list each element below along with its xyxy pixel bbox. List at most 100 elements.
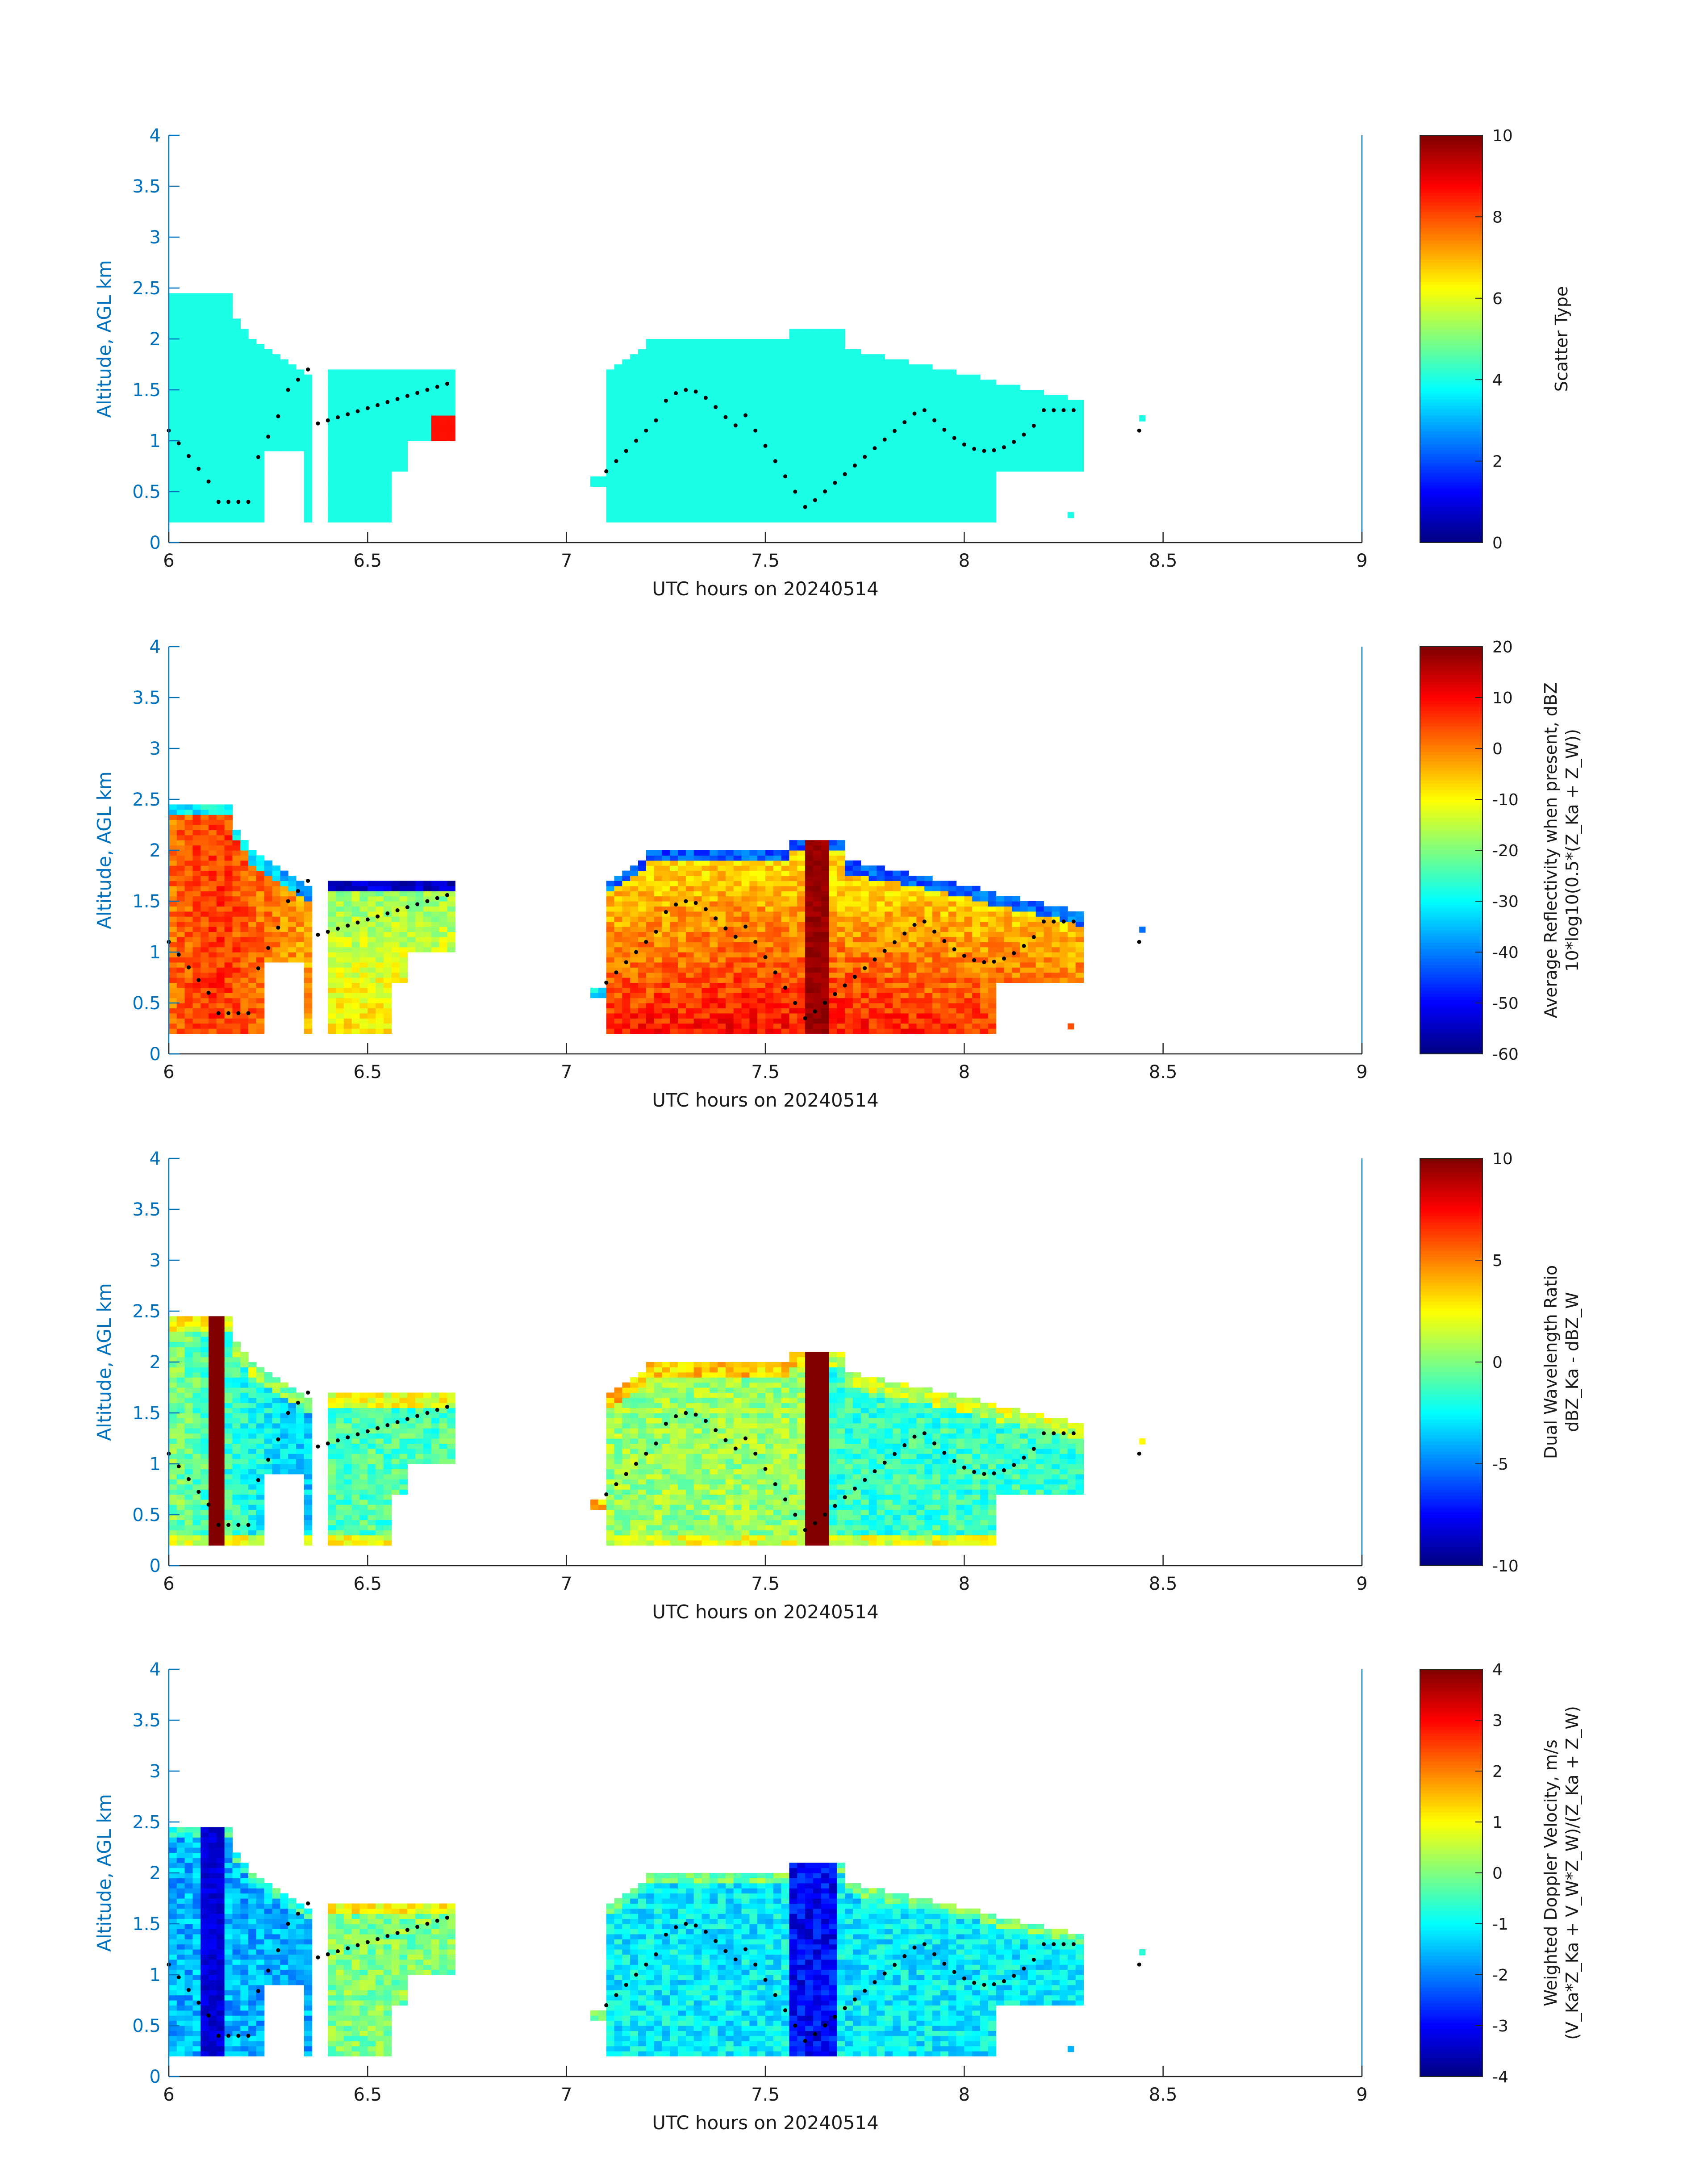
heatmap-cell [351, 451, 360, 456]
heatmap-cell [391, 374, 400, 380]
colorbar-step [1420, 460, 1482, 464]
heatmap-cell [845, 435, 853, 441]
heatmap-cell [789, 466, 798, 472]
heatmap-cell [885, 456, 893, 462]
heatmap-cell [248, 947, 257, 953]
heatmap-cell [765, 911, 774, 917]
heatmap-cell [749, 512, 758, 518]
heatmap-cell [718, 978, 726, 983]
heatmap-cell [614, 987, 622, 993]
heatmap-cell [622, 405, 631, 411]
heatmap-cell [678, 425, 686, 431]
heatmap-cell [805, 978, 814, 983]
heatmap-cell [924, 492, 933, 497]
heatmap-cell [431, 369, 440, 375]
heatmap-cell [908, 380, 917, 385]
heatmap-cell [1052, 441, 1060, 446]
heatmap-cell [781, 384, 790, 390]
heatmap-cell [622, 430, 631, 436]
heatmap-cell [240, 405, 249, 411]
heatmap-cell [598, 481, 607, 487]
heatmap-cell [288, 415, 296, 421]
heatmap-cell [852, 451, 861, 456]
heatmap-cell [646, 886, 655, 891]
heatmap-cell [209, 451, 217, 456]
heatmap-cell [280, 916, 288, 922]
heatmap-cell [184, 982, 193, 988]
heatmap-cell [988, 380, 997, 385]
heatmap-cell [622, 947, 631, 953]
heatmap-cell [169, 845, 177, 851]
heatmap-cell [678, 936, 686, 942]
heatmap-cell [741, 425, 750, 431]
heatmap-cell [797, 329, 806, 334]
heatmap-cell [725, 384, 734, 390]
heatmap-cell [813, 446, 822, 451]
colorbar-step [1420, 339, 1482, 343]
heatmap-cell [336, 430, 344, 436]
heatmap-cell [367, 881, 376, 886]
heatmap-cell [399, 901, 408, 907]
heatmap-cell [391, 369, 400, 375]
heatmap-cell [256, 415, 265, 421]
heatmap-cell [733, 947, 742, 953]
heatmap-cell [184, 906, 193, 912]
heatmap-cell [693, 947, 702, 953]
heatmap-cell [209, 942, 217, 948]
heatmap-cell [216, 334, 225, 339]
heatmap-cell [638, 1028, 647, 1034]
heatmap-cell [678, 1018, 686, 1024]
heatmap-cell [216, 865, 225, 871]
heatmap-cell [725, 349, 734, 355]
heatmap-cell [702, 374, 710, 380]
heatmap-cell [948, 507, 957, 513]
heatmap-cell [797, 906, 806, 912]
heatmap-cell [209, 359, 217, 365]
heatmap-cell [614, 415, 622, 421]
heatmap-cell [606, 886, 615, 891]
heatmap-cell [773, 855, 782, 861]
heatmap-cell [685, 901, 694, 907]
heatmap-cell [852, 369, 861, 375]
heatmap-cell [1036, 410, 1044, 416]
heatmap-cell [280, 901, 288, 907]
heatmap-cell [606, 942, 615, 948]
heatmap-cell [733, 942, 742, 948]
heatmap-cell [439, 430, 448, 436]
heatmap-cell [224, 390, 233, 395]
heatmap-cell [351, 420, 360, 426]
heatmap-cell [447, 400, 455, 405]
heatmap-cell [718, 982, 726, 988]
heatmap-cell [670, 967, 678, 973]
heatmap-cell [296, 952, 305, 957]
heatmap-cell [773, 978, 782, 983]
heatmap-cell [336, 942, 344, 948]
heatmap-cell [908, 400, 917, 405]
heatmap-cell [1075, 435, 1084, 441]
heatmap-cell [693, 451, 702, 456]
heatmap-cell [638, 896, 647, 902]
heatmap-cell [948, 430, 957, 436]
heatmap-cell [693, 466, 702, 472]
heatmap-cell [399, 891, 408, 897]
heatmap-cell [240, 339, 249, 344]
heatmap-cell [996, 410, 1004, 416]
heatmap-cell [240, 334, 249, 339]
heatmap-cell [614, 962, 622, 968]
heatmap-cell [336, 410, 344, 416]
heatmap-cell [908, 430, 917, 436]
heatmap-cell [383, 451, 392, 456]
heatmap-cell [216, 825, 225, 830]
colorbar-step [1420, 335, 1482, 339]
heatmap-cell [614, 876, 622, 881]
heatmap-cell [200, 936, 209, 942]
heatmap-cell [805, 957, 814, 963]
heatmap-cell [399, 881, 408, 886]
heatmap-cell [685, 374, 694, 380]
heatmap-cell [248, 369, 257, 375]
heatmap-cell [423, 435, 432, 441]
heatmap-cell [893, 446, 901, 451]
heatmap-cell [224, 870, 233, 876]
heatmap-cell [685, 466, 694, 472]
heatmap-cell [391, 435, 400, 441]
